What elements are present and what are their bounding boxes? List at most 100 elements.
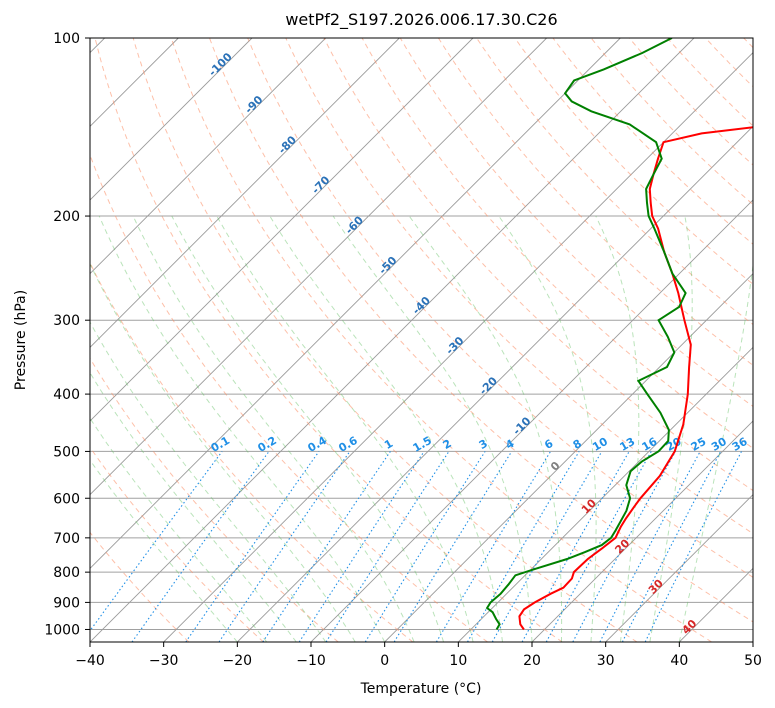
- x-tick-label: 50: [744, 653, 762, 669]
- moist-adiabat: [678, 261, 753, 642]
- dry-adiabat-label: -60: [343, 213, 366, 236]
- mixing-ratio-label: 3: [477, 437, 490, 452]
- isotherm-line: [679, 567, 753, 642]
- mixing-ratio-line: [491, 451, 603, 642]
- y-tick-label: 500: [53, 444, 80, 460]
- moist-adiabat: [498, 215, 597, 642]
- isotherm-line: [90, 38, 695, 642]
- y-tick-label: 1000: [44, 622, 80, 638]
- dry-adiabat: [132, 38, 638, 642]
- x-tick-label: 0: [380, 653, 389, 669]
- contour-labels-layer: 0.1 0.2 0.4 0.6 1 1.5 2 3 4 6 8 10 13 16 20 25 30 36-100-…: [206, 50, 750, 637]
- dry-adiabat-label: -80: [276, 133, 299, 156]
- dry-adiabat: [285, 38, 753, 535]
- chart-title: wetPf2_S197.2026.006.17.30.C26: [285, 10, 558, 29]
- dry-adiabat-label: -50: [376, 254, 399, 277]
- moist-adiabat: [216, 215, 474, 642]
- dry-adiabat: [209, 38, 753, 623]
- moist-adiabat: [171, 215, 445, 642]
- isotherm-line: [752, 641, 753, 642]
- mixing-ratio-line: [572, 451, 676, 642]
- x-tick-label: 10: [449, 653, 467, 669]
- dry-adiabat: [94, 38, 563, 642]
- mixing-ratio-line: [467, 451, 580, 642]
- isotherm-line: [237, 125, 753, 642]
- isotherm-line: [90, 38, 400, 348]
- profiles-layer: [485, 38, 753, 631]
- plot-frame: [89, 37, 754, 643]
- moist-adiabat: [132, 215, 415, 642]
- mixing-ratio-line: [131, 451, 270, 642]
- x-tick-label: −20: [223, 653, 253, 669]
- isotherm-line: [90, 38, 621, 569]
- y-tick-label: 900: [53, 595, 80, 611]
- moist-adiabat: [90, 417, 268, 642]
- dry-adiabat: [90, 153, 488, 642]
- x-tick-label: −10: [296, 653, 326, 669]
- moist-adiabat: [90, 262, 356, 642]
- dry-adiabat: [437, 38, 753, 366]
- dry-adiabat: [361, 38, 753, 449]
- moist-adiabat: [408, 215, 563, 642]
- mixing-ratio-line: [262, 451, 391, 642]
- x-axis-label: Temperature (°C): [360, 681, 482, 697]
- mixing-ratio-line: [325, 451, 450, 642]
- isotherm-line: [90, 38, 474, 422]
- isotherm-line: [90, 38, 547, 496]
- y-tick-label: 300: [53, 313, 80, 329]
- y-tick-label: 700: [53, 531, 80, 547]
- y-tick-label: 600: [53, 491, 80, 507]
- grid-layer: [90, 38, 753, 642]
- dry-adiabat: [90, 261, 414, 642]
- y-tick-label: 800: [53, 565, 80, 581]
- mixing-ratio-line: [644, 451, 742, 642]
- y-tick-label: 100: [53, 31, 80, 47]
- y-axis-label: Pressure (hPa): [13, 290, 29, 390]
- dry-adiabat: [90, 357, 339, 642]
- mixing-ratio-line: [393, 451, 513, 642]
- moist-adiabat: [269, 215, 503, 642]
- isotherm-line: [90, 38, 326, 275]
- isotherm-line: [90, 38, 253, 201]
- moist-adiabat: [90, 371, 297, 642]
- mixing-ratio-label: 6: [542, 437, 555, 452]
- dry-adiabat-label: 30: [646, 577, 666, 597]
- dry-adiabat-label: -90: [242, 93, 265, 116]
- x-tick-label: 40: [670, 653, 688, 669]
- mixing-ratio-line: [298, 451, 425, 642]
- dry-adiabat: [399, 38, 753, 408]
- x-tick-label: 30: [597, 653, 615, 669]
- dry-adiabat: [323, 38, 753, 492]
- dry-adiabat-label: -10: [510, 414, 533, 437]
- mixing-ratio-line: [218, 451, 351, 642]
- dry-adiabat: [667, 38, 753, 127]
- mixing-ratio-line: [435, 451, 552, 642]
- isotherm-line: [163, 52, 753, 642]
- axis-ticks-layer: −40 −30 −20 −10 0 10 20 30 40 50 100 200 300 400 500 60…: [44, 31, 762, 669]
- x-tick-label: −30: [149, 653, 179, 669]
- isotherm-line: [605, 494, 753, 642]
- y-tick-label: 400: [53, 387, 80, 403]
- isotherm-line: [310, 199, 753, 642]
- dry-adiabat: [90, 531, 190, 642]
- mixing-ratio-line: [521, 451, 630, 642]
- mixing-ratio-line: [90, 451, 223, 632]
- temperature-profile-line: [518, 126, 753, 631]
- x-tick-label: −40: [75, 653, 105, 669]
- dry-adiabat: [90, 446, 264, 642]
- dry-adiabat-label: 20: [612, 536, 632, 556]
- mixing-ratio-line: [364, 451, 486, 642]
- x-tick-label: 20: [523, 653, 541, 669]
- moist-adiabat: [595, 215, 640, 642]
- moist-adiabat: [98, 215, 386, 642]
- moist-adiabat: [332, 215, 533, 642]
- mixing-ratio-label: 2: [441, 437, 454, 452]
- dry-adiabat-label: -100: [206, 50, 235, 79]
- dry-adiabat-label: -70: [309, 173, 332, 196]
- isotherm-line: [384, 273, 753, 642]
- y-tick-label: 200: [53, 209, 80, 225]
- dry-adiabat-label: -30: [443, 334, 466, 357]
- dewpoint-profile-line: [485, 38, 687, 630]
- dry-adiabat-label: 40: [679, 617, 699, 637]
